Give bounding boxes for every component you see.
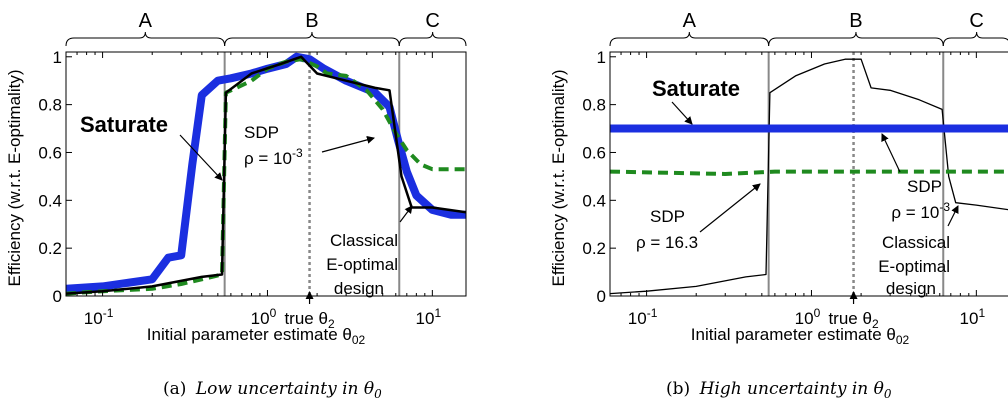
- annotation-rho: ρ = 10-3: [244, 146, 303, 168]
- annotations: Saturate SDP ρ = 16.3 SDP ρ = 10-3 Classical E…: [636, 76, 959, 298]
- y-tick-label: 0.6: [38, 143, 62, 162]
- annotation-arrow: [399, 205, 413, 223]
- annotation-e-optimal: E-optimal: [326, 255, 398, 274]
- x-axis-title: Initial parameter estimate θ02: [147, 325, 366, 347]
- series-group: [66, 52, 466, 296]
- region-brace-b: [768, 31, 944, 47]
- region-braces: A B C: [609, 10, 1008, 47]
- chart-panel-b: A B C 10-1 100 101 0 0.2 0.4 0.6 0.8 1 true θ2 In…: [549, 10, 1008, 347]
- annotation-arrow: [699, 183, 761, 233]
- true-theta-text: true θ2: [828, 309, 878, 331]
- annotation-rho: ρ = 10-3: [891, 200, 950, 222]
- annotation-classical: Classical: [882, 233, 950, 252]
- region-brace-c: [398, 31, 467, 47]
- plot-frame: [65, 51, 467, 297]
- y-tick-label: 0.2: [582, 239, 606, 258]
- annotation-arrow: [881, 133, 901, 173]
- region-brace-b: [224, 31, 400, 47]
- x-axis-title: Initial parameter estimate θ02: [691, 325, 910, 347]
- y-tick-label: 0: [597, 287, 606, 306]
- annotation-arrow: [321, 135, 375, 153]
- series-line-classical-e-optimal-design: [66, 55, 466, 295]
- annotation-saturate: Saturate: [652, 76, 740, 101]
- annotation-e-optimal: E-optimal: [878, 257, 950, 276]
- region-label-a: A: [683, 10, 697, 32]
- y-axis-label: Efficiency (w.r.t. E-optimality): [5, 70, 24, 287]
- plot-frame: [609, 51, 1008, 297]
- true-theta-text: true θ2: [284, 309, 334, 331]
- series-group: [610, 58, 1008, 295]
- series-line-classical-e-optimal-design: [610, 58, 1008, 295]
- x-axis-label: Initial parameter estimate θ02: [691, 325, 910, 347]
- y-tick-label: 0.4: [38, 191, 62, 210]
- caption-b: (b) High uncertainty in θ0: [666, 379, 892, 401]
- true-theta-label: true θ2: [284, 291, 335, 331]
- true-theta-label: true θ2: [828, 291, 879, 331]
- annotations: Saturate SDP ρ = 10-3 Classical E-optimal des…: [80, 112, 413, 298]
- x-tick-label: 10-1: [84, 306, 114, 328]
- x-axis-label: Initial parameter estimate θ02: [147, 325, 366, 347]
- region-brace-a: [609, 31, 770, 47]
- x-tick-label: 100: [795, 306, 821, 328]
- region-label-c: C: [425, 10, 439, 32]
- annotation-classical: Classical: [330, 231, 398, 250]
- region-label-b: B: [849, 10, 862, 32]
- y-tick-label: 0: [53, 287, 62, 306]
- annotation-sdp: SDP: [244, 123, 279, 142]
- series-line-sdp-10-3: [66, 57, 466, 296]
- annotation-design: design: [334, 279, 384, 298]
- annotation-sdp: SDP: [650, 207, 685, 226]
- y-axis-label: Efficiency (w.r.t. E-optimality): [549, 70, 568, 287]
- y-tick-label: 0.8: [38, 96, 62, 115]
- y-tick-label: 1: [53, 48, 62, 67]
- y-tick-label: 0.8: [582, 96, 606, 115]
- annotation-rho: ρ = 16.3: [636, 233, 698, 252]
- region-brace-a: [65, 31, 226, 47]
- y-axis-title: Efficiency (w.r.t. E-optimality): [5, 70, 24, 287]
- x-tick-label: 101: [960, 306, 986, 328]
- region-braces: A B C: [65, 10, 467, 47]
- y-tick-label: 1: [597, 48, 606, 67]
- series-line-sdp-16-3: [610, 169, 1008, 176]
- region-label-c: C: [969, 10, 983, 32]
- annotation-arrow: [179, 134, 223, 181]
- annotation-sdp: SDP: [907, 177, 942, 196]
- region-label-a: A: [139, 10, 153, 32]
- annotation-arrow: [947, 205, 959, 227]
- chart-panel-a: A B C 10-1 100 101 0 0.2 0.4 0.6 0.8 1 true θ2 In…: [5, 10, 467, 347]
- x-tick-label: 100: [251, 306, 277, 328]
- y-axis-title: Efficiency (w.r.t. E-optimality): [549, 70, 568, 287]
- x-axis-ticks: 10-1 100 101: [76, 52, 442, 328]
- y-axis-ticks: 0 0.2 0.4 0.6 0.8 1: [582, 48, 616, 306]
- annotation-arrow: [671, 101, 693, 125]
- region-brace-c: [942, 31, 1008, 47]
- series-line-saturate: [66, 52, 466, 293]
- caption-a: (a) Low uncertainty in θ0: [163, 379, 382, 401]
- y-tick-label: 0.6: [582, 143, 606, 162]
- y-tick-label: 0.4: [582, 191, 606, 210]
- x-tick-label: 101: [416, 306, 442, 328]
- y-tick-label: 0.2: [38, 239, 62, 258]
- annotation-design: design: [886, 279, 936, 298]
- region-label-b: B: [305, 10, 318, 32]
- annotation-saturate: Saturate: [80, 112, 168, 137]
- x-axis-ticks: 10-1 100 101: [620, 52, 986, 328]
- x-tick-label: 10-1: [628, 306, 658, 328]
- y-axis-ticks: 0 0.2 0.4 0.6 0.8 1: [38, 48, 72, 306]
